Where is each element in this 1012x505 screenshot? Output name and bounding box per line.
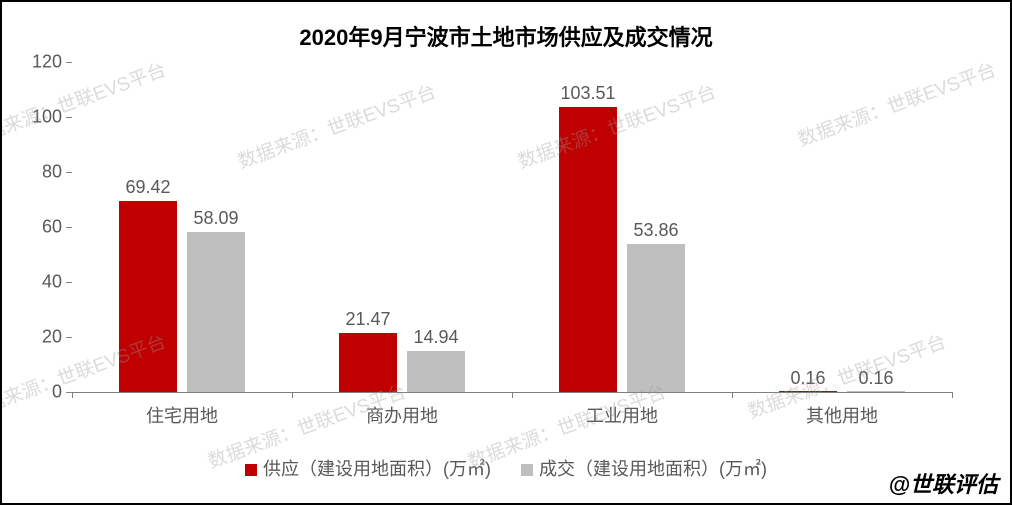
chart-title: 2020年9月宁波市土地市场供应及成交情况 (2, 20, 1010, 52)
legend: 供应（建设用地面积）(万㎡) 成交（建设用地面积）(万㎡) (2, 455, 1010, 481)
bar-value-label: 58.09 (193, 208, 238, 229)
x-tick-mark (512, 392, 513, 398)
y-axis-label: 100 (32, 107, 62, 128)
x-axis-label: 住宅用地 (146, 402, 218, 428)
bar (559, 107, 617, 392)
bar (339, 333, 397, 392)
legend-swatch (521, 464, 533, 476)
x-axis-label: 工业用地 (586, 402, 658, 428)
bar-value-label: 14.94 (413, 327, 458, 348)
y-tick-mark (66, 117, 72, 118)
bar (779, 391, 837, 392)
bar-value-label: 0.16 (790, 368, 825, 389)
bar (847, 391, 905, 392)
y-axis-label: 120 (32, 52, 62, 73)
legend-label: 供应（建设用地面积）(万㎡) (263, 459, 491, 479)
bar-value-label: 0.16 (858, 368, 893, 389)
bar (119, 201, 177, 392)
bar (627, 244, 685, 392)
x-tick-mark (72, 392, 73, 398)
legend-item: 成交（建设用地面积）(万㎡) (521, 455, 767, 481)
bar-value-label: 103.51 (560, 83, 615, 104)
bar-value-label: 53.86 (633, 220, 678, 241)
chart-container: 2020年9月宁波市土地市场供应及成交情况 0 20 40 60 80 100 120 住宅用… (0, 0, 1012, 505)
y-axis-label: 60 (42, 217, 62, 238)
y-tick-mark (66, 282, 72, 283)
y-axis-label: 40 (42, 272, 62, 293)
x-tick-mark (292, 392, 293, 398)
y-tick-mark (66, 337, 72, 338)
y-tick-mark (66, 172, 72, 173)
legend-label: 成交（建设用地面积）(万㎡) (539, 459, 767, 479)
bar-value-label: 21.47 (345, 309, 390, 330)
x-tick-mark (952, 392, 953, 398)
plot-area: 020406080100120住宅用地69.4258.09商办用地21.4714… (72, 62, 952, 392)
bar (407, 351, 465, 392)
x-axis-label: 其他用地 (806, 402, 878, 428)
y-axis-label: 80 (42, 162, 62, 183)
y-axis-label: 0 (52, 382, 62, 403)
bar (187, 232, 245, 392)
legend-swatch (245, 464, 257, 476)
y-tick-mark (66, 62, 72, 63)
legend-item: 供应（建设用地面积）(万㎡) (245, 455, 491, 481)
y-tick-mark (66, 227, 72, 228)
x-tick-mark (732, 392, 733, 398)
y-axis-label: 20 (42, 327, 62, 348)
brand-text: @世联评估 (889, 467, 998, 499)
bar-value-label: 69.42 (125, 177, 170, 198)
x-axis-label: 商办用地 (366, 402, 438, 428)
